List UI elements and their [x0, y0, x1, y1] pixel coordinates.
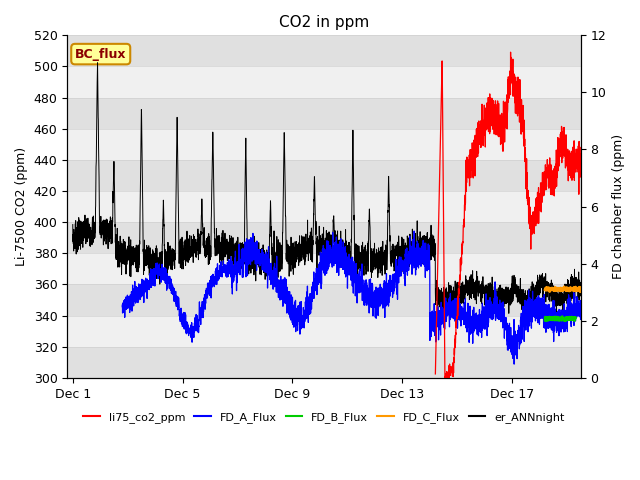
Bar	[67, 315, 581, 347]
Bar	[67, 36, 581, 66]
Y-axis label: FD chamber flux (ppm): FD chamber flux (ppm)	[612, 134, 625, 279]
Bar	[67, 285, 581, 315]
Bar	[67, 253, 581, 285]
Bar	[67, 160, 581, 191]
Legend: li75_co2_ppm, FD_A_Flux, FD_B_Flux, FD_C_Flux, er_ANNnight: li75_co2_ppm, FD_A_Flux, FD_B_Flux, FD_C…	[79, 407, 569, 427]
Bar	[67, 347, 581, 378]
Bar	[67, 222, 581, 253]
Bar	[67, 66, 581, 97]
Bar	[67, 129, 581, 160]
Text: BC_flux: BC_flux	[75, 48, 127, 60]
Title: CO2 in ppm: CO2 in ppm	[279, 15, 369, 30]
Y-axis label: Li-7500 CO2 (ppm): Li-7500 CO2 (ppm)	[15, 147, 28, 266]
Bar	[67, 191, 581, 222]
Bar	[67, 97, 581, 129]
